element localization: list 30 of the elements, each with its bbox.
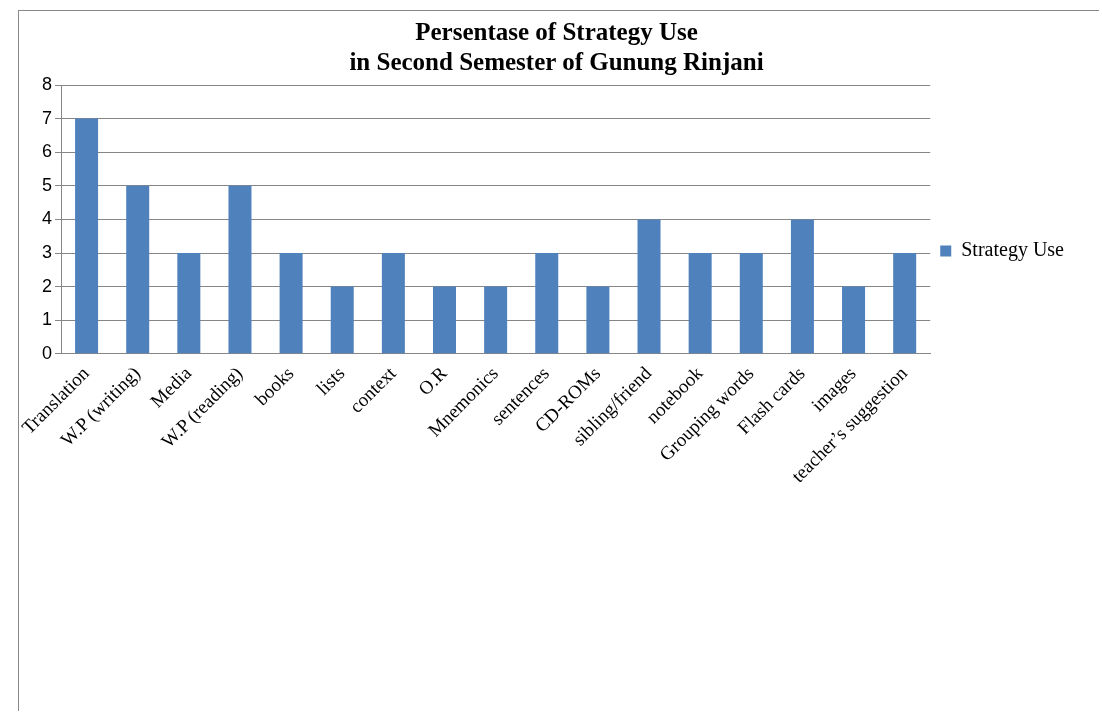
- y-tick-label: 3: [42, 241, 53, 262]
- legend-label: Strategy Use: [961, 238, 1065, 262]
- bar: [842, 286, 866, 354]
- y-tick-label: 7: [42, 107, 53, 128]
- y-tick-label: 6: [42, 141, 53, 162]
- bar: [177, 253, 201, 354]
- bar: [279, 253, 303, 354]
- bar: [75, 118, 99, 354]
- bar: [586, 286, 610, 354]
- bar: [790, 219, 814, 354]
- y-tick-label: 0: [42, 342, 53, 363]
- bar: [228, 185, 252, 354]
- y-tick-label: 5: [42, 174, 53, 195]
- bar: [381, 253, 405, 354]
- text: in Second Semester of Gunung Rinjani: [349, 48, 764, 76]
- y-tick-label: 4: [42, 208, 53, 229]
- bar: [688, 253, 712, 354]
- bar: [637, 219, 661, 354]
- y-tick-label: 1: [42, 309, 53, 330]
- bar: [126, 185, 150, 354]
- bar: [484, 286, 508, 354]
- y-tick-label: 2: [42, 275, 53, 296]
- text: Persentase of Strategy Use: [415, 18, 698, 46]
- bar: [330, 286, 354, 354]
- bar: [535, 253, 559, 354]
- x-tick-label: lists: [312, 362, 349, 399]
- bar: [739, 253, 763, 354]
- bar: [432, 286, 456, 354]
- y-tick-label: 8: [42, 73, 53, 94]
- bar: [893, 253, 917, 354]
